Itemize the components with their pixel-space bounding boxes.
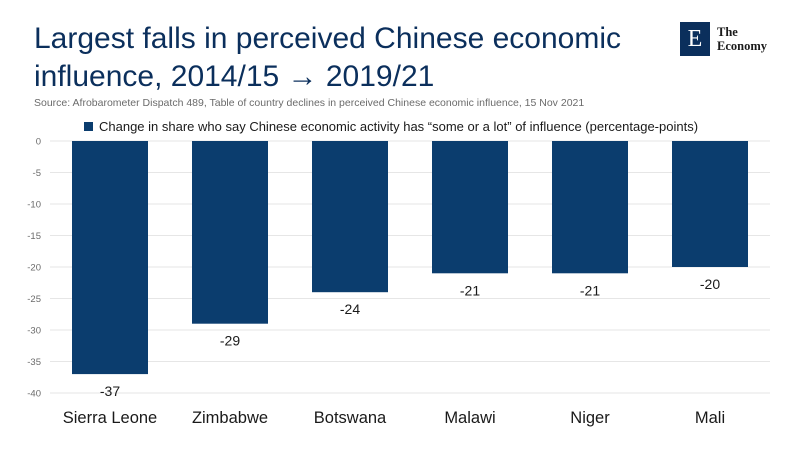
bar <box>552 141 628 274</box>
data-label: -29 <box>220 333 240 349</box>
y-tick-label: -35 <box>27 357 41 368</box>
bar <box>672 141 748 267</box>
y-tick-label: -10 <box>27 200 41 211</box>
bar <box>192 141 268 324</box>
bar <box>72 141 148 375</box>
brand-logo-mark: E <box>680 22 710 56</box>
data-label: -37 <box>100 383 120 399</box>
brand-logo[interactable]: E The Economy <box>680 22 767 56</box>
chart-source: Source: Afrobarometer Dispatch 489, Tabl… <box>34 97 585 109</box>
x-tick-label: Botswana <box>314 409 387 427</box>
brand-logo-line2: Economy <box>717 39 767 53</box>
x-tick-label: Mali <box>695 409 725 427</box>
legend-swatch <box>84 122 93 131</box>
x-tick-label: Niger <box>570 409 610 427</box>
bar <box>432 141 508 274</box>
data-label: -24 <box>340 301 360 317</box>
brand-logo-text: The Economy <box>717 25 767 53</box>
x-tick-label: Malawi <box>444 409 495 427</box>
data-label: -21 <box>460 282 480 298</box>
y-tick-label: -25 <box>27 294 41 305</box>
y-tick-label: -15 <box>27 231 41 242</box>
brand-logo-line1: The <box>717 25 738 39</box>
legend-label: Change in share who say Chinese economic… <box>99 119 699 134</box>
data-label: -21 <box>580 282 600 298</box>
bar <box>312 141 388 293</box>
y-tick-label: -30 <box>27 326 41 337</box>
chart-title: Largest falls in perceived Chinese econo… <box>34 22 621 93</box>
x-tick-label: Zimbabwe <box>192 409 268 427</box>
y-tick-label: -20 <box>27 263 41 274</box>
y-tick-label: -40 <box>27 389 41 400</box>
y-tick-label: 0 <box>36 137 41 148</box>
chart-legend: Change in share who say Chinese economic… <box>84 119 698 134</box>
y-tick-label: -5 <box>33 168 41 179</box>
data-label: -20 <box>700 276 720 292</box>
x-tick-label: Sierra Leone <box>63 409 157 427</box>
